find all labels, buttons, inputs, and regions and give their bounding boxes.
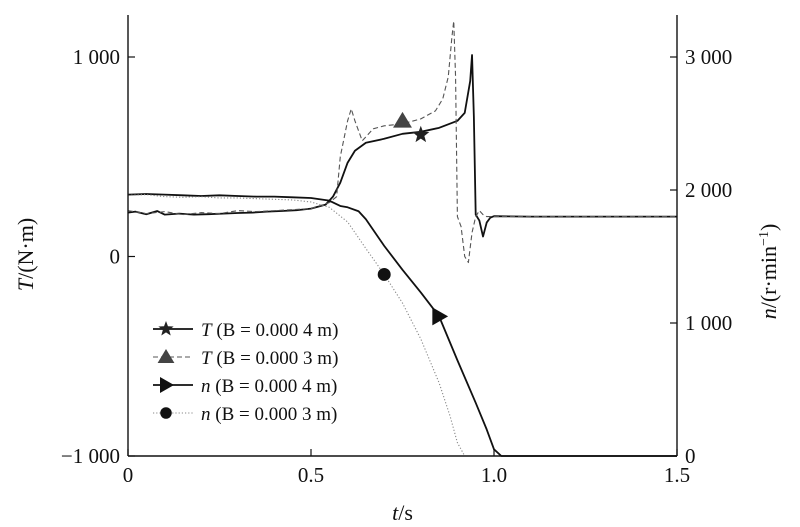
legend-marker-3 [160,377,174,393]
legend-label-3: n (B = 0.000 4 m) [201,376,337,397]
x-tick-label-2: 0.5 [298,463,324,487]
x-tick-label-3: 1.0 [481,463,507,487]
x-axis-title: t/s [392,500,413,525]
legend-marker-4 [160,407,172,419]
series-line-2 [127,20,677,264]
left-y-tick-label-2: 0 [110,245,121,269]
left-y-tick-label-3: 1 000 [73,45,120,69]
series-line-1 [127,54,677,238]
legend-marker-2 [157,349,175,363]
legend-label-1: T (B = 0.000 4 m) [201,320,338,341]
series-marker-2 [393,111,412,128]
left-y-tick-label-1: −1 000 [61,444,120,468]
x-tick-label-4: 1.5 [664,463,690,487]
right-y-tick-label-4: 3 000 [685,45,732,69]
left-y-axis-title: T/(N·m) [13,218,38,291]
series-lines [127,20,677,457]
series-line-3 [127,193,677,457]
right-y-axis-title: n/(r·min−1) [756,224,781,320]
legend-marker-1 [158,321,174,336]
series-line-4 [127,194,677,457]
x-tick-label-1: 0 [123,463,134,487]
axis-titles: t/s T/(N·m) n/(r·min−1) [13,218,781,525]
right-y-tick-label-2: 1 000 [685,311,732,335]
right-y-tick-label-3: 2 000 [685,178,732,202]
right-y-tick-label-1: 0 [685,444,696,468]
legend: T (B = 0.000 4 m) T (B = 0.000 3 m) n (B =… [153,320,338,425]
series-marker-3 [432,307,449,326]
series-markers [377,111,449,326]
legend-label-4: n (B = 0.000 3 m) [201,404,337,425]
series-marker-4 [377,267,391,281]
series-marker-1 [412,125,430,143]
legend-label-2: T (B = 0.000 3 m) [201,348,338,369]
